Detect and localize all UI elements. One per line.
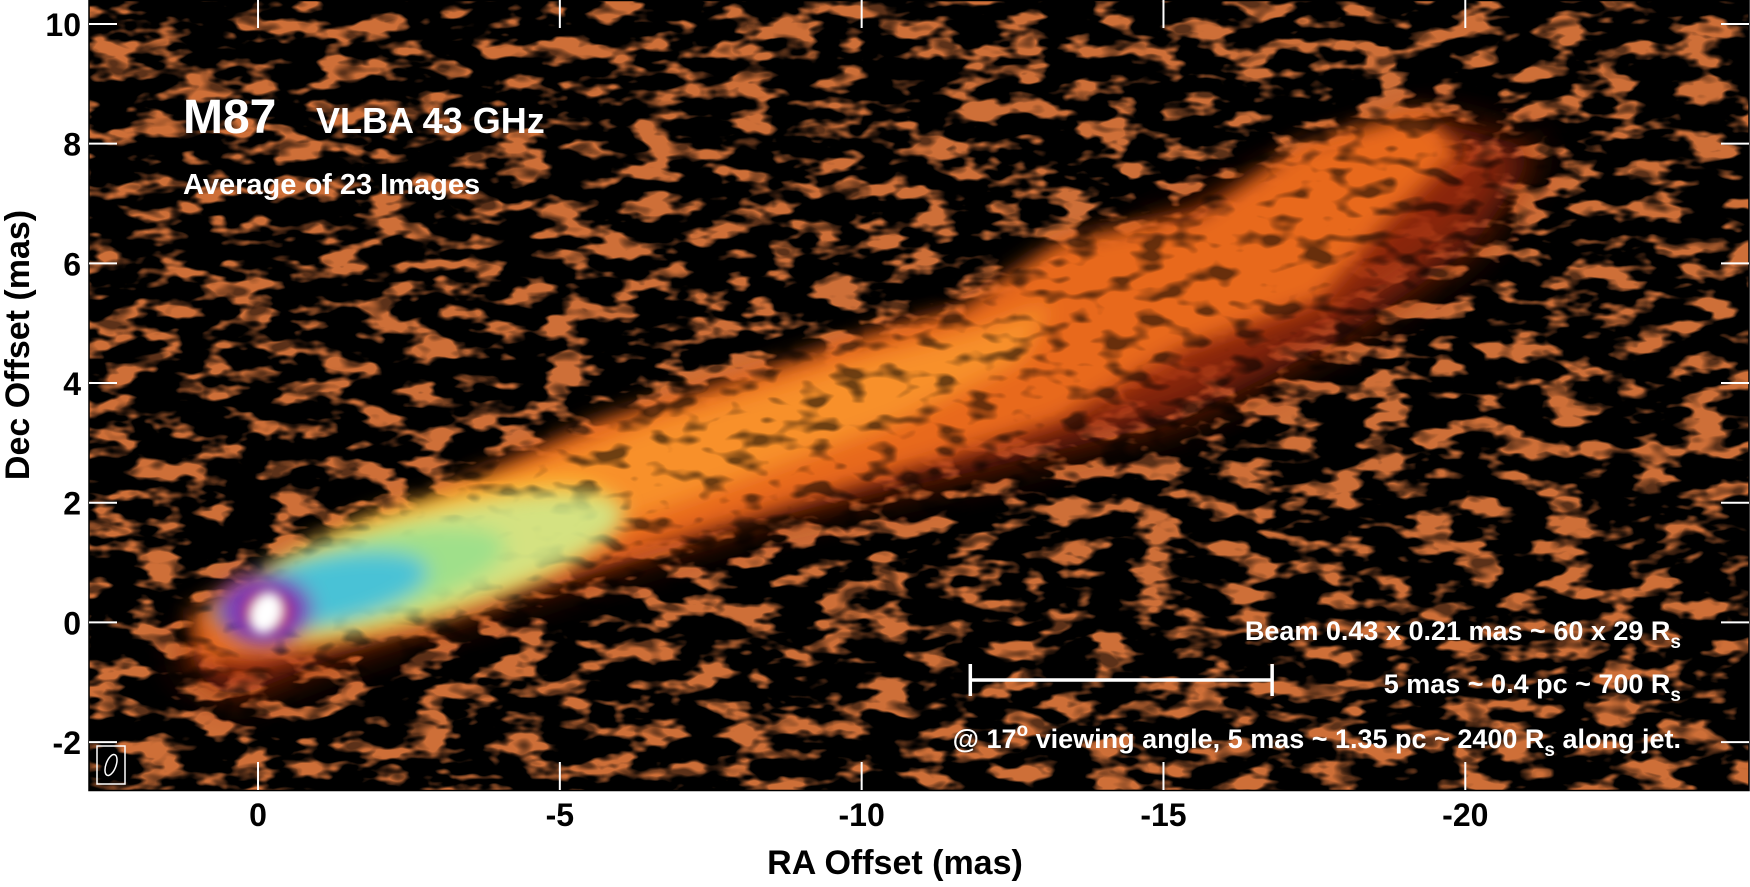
y-axis: 10 8 6 4 2 0 -2 (45, 7, 1749, 761)
x-tick-label: 0 (249, 797, 267, 833)
jet-mottle (89, 0, 1749, 790)
y-tick-label: 2 (63, 486, 81, 522)
title-main: M87 (183, 91, 276, 144)
y-tick-label: 0 (63, 605, 81, 641)
x-axis: 0 -5 -10 -15 -20 (249, 0, 1488, 833)
y-axis-label: Dec Offset (mas) (0, 210, 37, 480)
y-tick-label: 8 (63, 127, 81, 163)
scale-bar (968, 664, 1274, 696)
plot-frame (88, 0, 1750, 792)
x-tick-label: -10 (839, 797, 885, 833)
x-tick-label: -5 (546, 797, 574, 833)
core-peak (233, 582, 301, 642)
x-tick-label: -15 (1140, 797, 1186, 833)
x-axis-label: RA Offset (mas) (767, 844, 1023, 882)
y-tick-label: 4 (63, 366, 81, 402)
y-tick-label: -2 (53, 725, 81, 761)
y-tick-label: 6 (63, 246, 81, 282)
scale-annotation: 5 mas ~ 0.4 pc ~ 700 Rs (1384, 669, 1681, 706)
beam-box (96, 745, 126, 785)
beam-ellipse (104, 753, 118, 777)
title-sub: VLBA 43 GHz (316, 100, 545, 141)
beam-annotation: Beam 0.43 x 0.21 mas ~ 60 x 29 Rs (1245, 616, 1681, 653)
y-tick-label: 10 (45, 7, 81, 43)
angle-annotation: @ 17o viewing angle, 5 mas ~ 1.35 pc ~ 2… (953, 720, 1681, 761)
radio-image: M87 VLBA 43 GHz Average of 23 Images Bea… (89, 0, 1749, 790)
title-caption: Average of 23 Images (183, 169, 480, 201)
x-tick-label: -20 (1442, 797, 1488, 833)
